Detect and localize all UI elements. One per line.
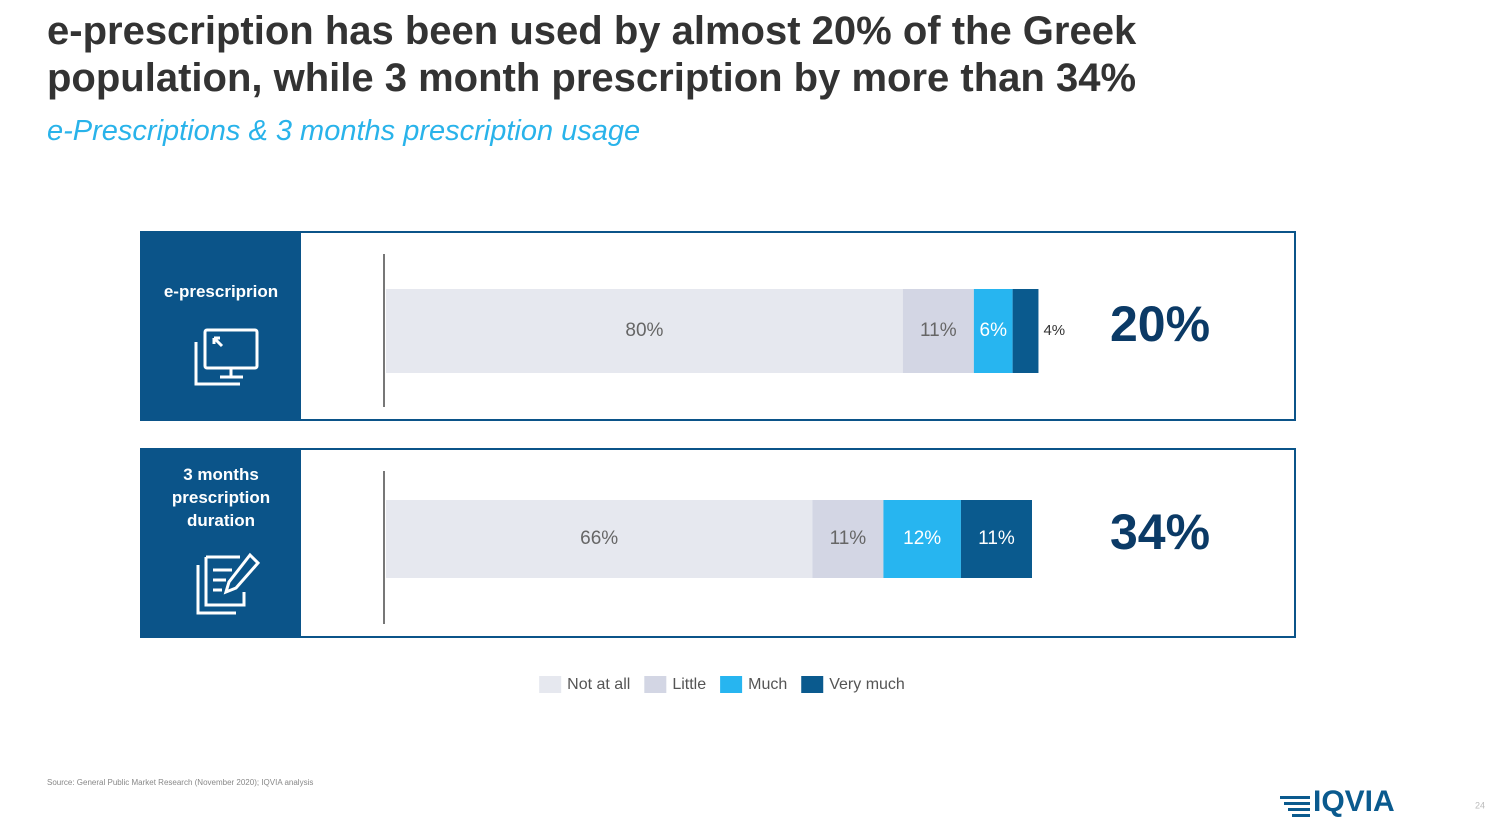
legend-label: Much	[748, 676, 787, 693]
title: e-prescription has been used by almost 2…	[47, 9, 1137, 100]
bar-segment	[883, 500, 961, 578]
legend-label: Little	[672, 676, 706, 693]
subtitle: e-Prescriptions & 3 months prescription …	[47, 115, 641, 147]
total-label: 20%	[1110, 296, 1210, 352]
value-label: 12%	[903, 528, 941, 549]
legend-label: Very much	[829, 676, 905, 693]
value-label: 11%	[978, 528, 1015, 549]
value-label: 11%	[830, 528, 867, 549]
bar-segment	[812, 500, 884, 578]
panel-label-bg	[141, 232, 301, 420]
monitor-icon	[194, 328, 259, 386]
bar-segment	[902, 289, 974, 373]
legend-label: Not at all	[567, 676, 630, 693]
value-label: 4%	[1043, 322, 1065, 339]
value-label: 6%	[980, 320, 1008, 341]
bar-segment	[386, 289, 903, 373]
value-label: 11%	[920, 320, 957, 341]
legend-swatch	[539, 676, 562, 693]
legend-swatch	[720, 676, 743, 693]
total-label: 34%	[1110, 504, 1210, 560]
legend-swatch	[801, 676, 824, 693]
source: Source: General Public Market Research (…	[47, 778, 313, 787]
logo-mark	[1280, 796, 1310, 817]
logo: IQVIA	[1313, 785, 1395, 818]
value-label: 66%	[580, 528, 618, 549]
bar-segment	[1012, 289, 1039, 373]
value-label: 80%	[625, 320, 663, 341]
page-number: 24	[1475, 800, 1485, 810]
legend-swatch	[644, 676, 667, 693]
category-label: e-prescriprion	[163, 282, 279, 301]
bar-segment	[960, 500, 1032, 578]
bar-segment	[386, 500, 813, 578]
bar-segment	[973, 289, 1013, 373]
category-label: 3 months prescription duration	[171, 465, 271, 530]
document-icon	[196, 552, 261, 615]
